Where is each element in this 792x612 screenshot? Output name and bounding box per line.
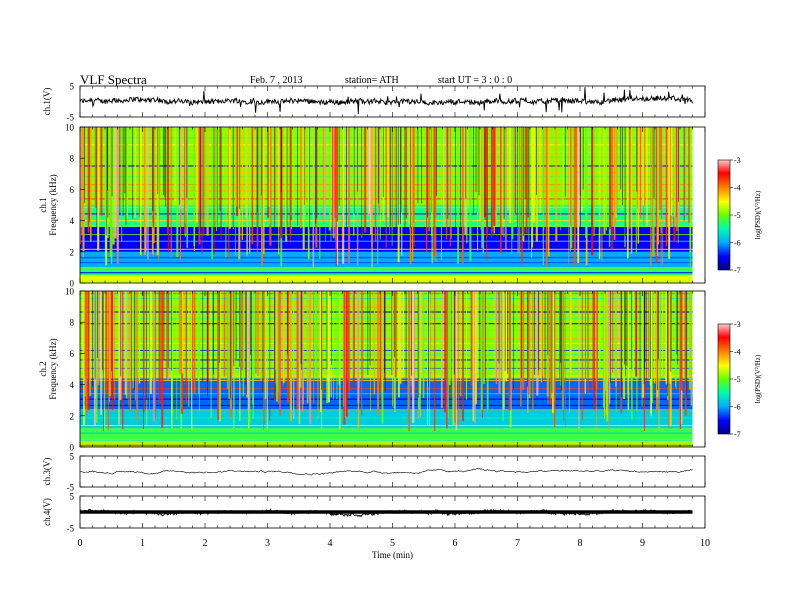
start-time-label: start UT = 3 : 0 : 0 <box>438 75 513 86</box>
date-label: Feb. 7 , 2013 <box>250 75 303 86</box>
y-axis-label: Frequency (kHz) <box>48 338 58 399</box>
spectral-band-3 <box>80 251 693 268</box>
colorbar-tick-label: -7 <box>734 266 741 275</box>
colorbar-tick-label: -3 <box>734 320 741 329</box>
colorbar-tick-label: -3 <box>734 156 741 165</box>
x-tick-label: 5 <box>390 538 395 549</box>
colorbar-tick-label: -6 <box>734 403 741 412</box>
colorbar-tick-label: -7 <box>734 430 741 439</box>
y-tick-label: 8 <box>70 318 75 328</box>
channel-label: ch.2 <box>38 361 48 376</box>
y-axis-label: Frequency (kHz) <box>48 174 58 235</box>
y-axis-label: ch.4(V) <box>42 498 52 526</box>
x-tick-label: 1 <box>140 538 145 549</box>
y-tick-label: 4 <box>70 380 75 390</box>
colorbar <box>717 323 731 435</box>
x-tick-label: 6 <box>453 538 458 549</box>
y-tick-label: 10 <box>65 287 75 297</box>
y-tick-label: 2 <box>70 247 75 257</box>
colorbar-label: log(PSD)(V²/Hz) <box>754 354 762 403</box>
y-tick-label: -5 <box>67 113 75 123</box>
y-tick-label: -5 <box>67 524 75 534</box>
x-tick-label: 2 <box>203 538 208 549</box>
x-tick-label: 10 <box>700 538 710 549</box>
colorbar-tick-label: -6 <box>734 239 741 248</box>
spectral-band-3 <box>80 409 693 429</box>
no-data-area <box>692 127 705 283</box>
y-tick-label: 10 <box>65 123 75 133</box>
no-data-area <box>692 291 705 447</box>
x-tick-label: 0 <box>78 538 83 549</box>
y-tick-label: 5 <box>70 452 75 462</box>
y-tick-label: 6 <box>70 349 75 359</box>
spectral-band-1 <box>80 275 693 283</box>
spectral-band-2 <box>80 428 693 440</box>
waveform-trace-1 <box>79 87 693 115</box>
y-tick-label: 8 <box>70 154 75 164</box>
y-axis-label: ch.1(V) <box>42 88 52 116</box>
y-tick-label: 2 <box>70 411 75 421</box>
waveform-trace-4 <box>79 468 693 476</box>
station-label: station= ATH <box>345 75 399 86</box>
x-tick-label: 3 <box>265 538 270 549</box>
colorbar-tick-label: -4 <box>734 184 741 193</box>
y-tick-label: 5 <box>70 82 75 92</box>
colorbar-label: log(PSD)(V²/Hz) <box>754 190 762 239</box>
spectral-band-1 <box>80 439 693 447</box>
y-tick-label: 5 <box>70 492 75 502</box>
chart-title: VLF Spectra <box>80 72 147 87</box>
x-tick-label: 4 <box>328 538 333 549</box>
colorbar-tick-label: -5 <box>734 375 741 384</box>
y-tick-label: 4 <box>70 216 75 226</box>
x-tick-label: 7 <box>515 538 520 549</box>
y-tick-label: -5 <box>67 483 75 493</box>
y-tick-label: 6 <box>70 185 75 195</box>
x-tick-label: 9 <box>640 538 645 549</box>
colorbar <box>717 159 731 271</box>
x-axis-label: Time (min) <box>372 550 413 560</box>
y-tick-label: 0 <box>70 443 75 453</box>
y-tick-label: 0 <box>70 279 75 289</box>
colorbar-tick-label: -4 <box>734 348 741 357</box>
y-axis-label: ch.3(V) <box>42 458 52 486</box>
x-tick-label: 8 <box>578 538 583 549</box>
colorbar-tick-label: -5 <box>734 211 741 220</box>
channel-label: ch.1 <box>38 197 48 212</box>
spectral-band-2 <box>80 267 693 276</box>
